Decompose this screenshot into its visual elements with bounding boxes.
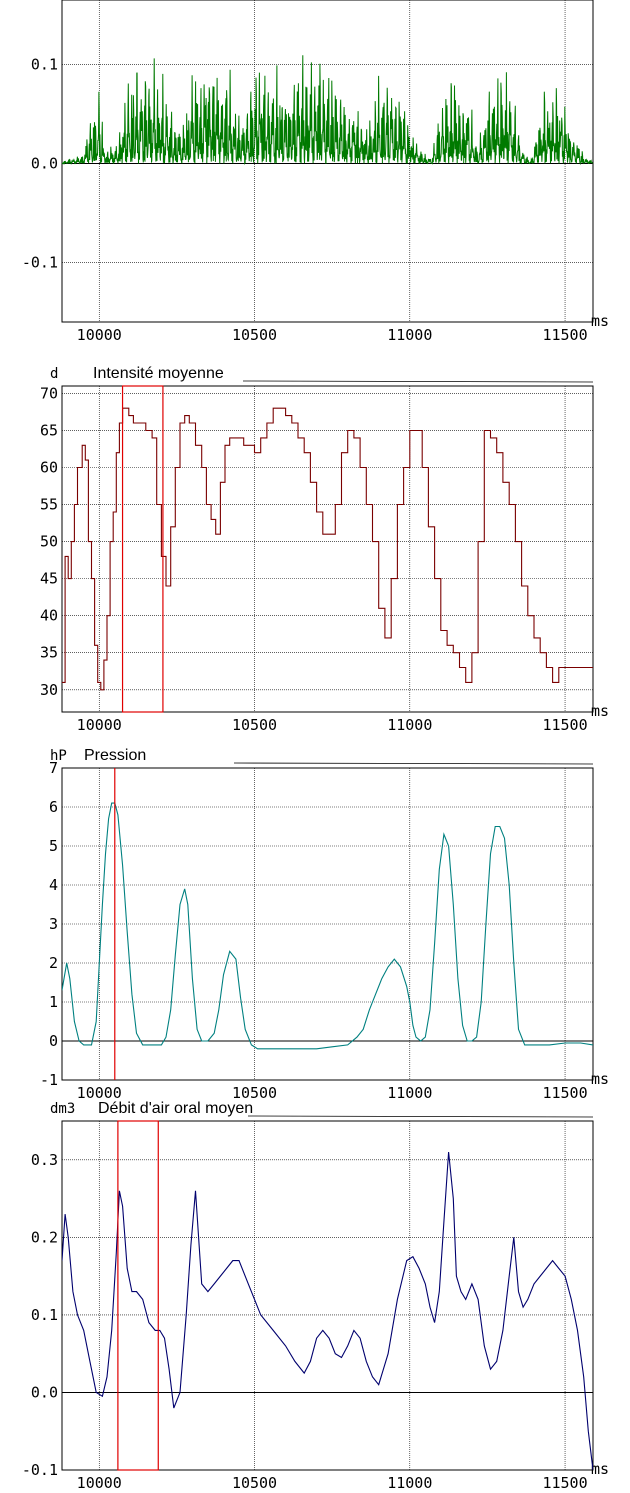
y-tick-label: 30 [40,681,58,699]
y-tick-label: -1 [40,1071,58,1089]
chart-title: Pression [84,747,146,764]
series-line [62,1151,593,1470]
x-tick-label: 11500 [542,1474,587,1492]
x-tick-label: 11500 [542,1084,587,1102]
y-tick-label: 50 [40,533,58,551]
x-axis-unit: ms [591,1070,609,1088]
x-tick-label: 10500 [232,1474,277,1492]
y-axis-unit: d [50,366,58,382]
y-tick-label: -0.1 [22,254,58,272]
y-tick-label: 55 [40,496,58,514]
y-tick-label: 70 [40,384,58,402]
y-tick-label: 1 [49,993,58,1011]
plot-area [62,55,593,166]
y-tick-label: 60 [40,459,58,477]
x-tick-label: 10000 [77,1084,122,1102]
y-tick-label: 45 [40,570,58,588]
x-tick-label: 10500 [232,1084,277,1102]
title-underline [242,380,594,383]
plot-frame [61,1120,594,1471]
y-tick-label: 3 [49,915,58,933]
series-line [62,802,593,1050]
x-tick-label: 10500 [232,716,277,734]
selection-box [117,1120,159,1471]
x-axis-unit: ms [591,702,609,720]
gridlines [62,386,593,712]
y-tick-label: 65 [40,421,58,439]
gridlines [62,767,593,1081]
plot-frame [61,767,594,1081]
chart-title: Intensité moyenne [93,365,224,382]
x-tick-label: 11500 [542,326,587,344]
x-tick-label: 11000 [387,716,432,734]
plot-area [62,1151,593,1470]
y-tick-label: 0.0 [31,154,58,172]
chart-title: Débit d'air oral moyen [98,1100,253,1117]
y-tick-label: 0.2 [31,1228,58,1246]
series-line [62,407,593,691]
title-underline [233,762,594,765]
y-axis-unit: hP [50,748,67,764]
waveform-line [62,55,593,166]
chart-panel-2: 70 65 60 55 50 45 40 35 30 10000 10500 11000 11500ms… [40,365,609,734]
plot-area [62,407,593,691]
y-tick-label: 0.3 [31,1151,58,1169]
y-tick-label: 5 [49,837,58,855]
y-tick-label: 35 [40,644,58,662]
x-tick-label: 11500 [542,716,587,734]
plot-area [62,802,593,1050]
y-tick-label: 7 [49,759,58,777]
y-tick-label: 6 [49,798,58,816]
y-tick-label: 0.1 [31,1306,58,1324]
y-tick-label: 0 [49,1032,58,1050]
x-tick-label: 10000 [77,326,122,344]
title-underline [247,1115,594,1118]
plot-frame [61,0,594,323]
x-tick-label: 10000 [77,1474,122,1492]
y-tick-label: 2 [49,954,58,972]
y-tick-label: 40 [40,607,58,625]
x-tick-label: 11000 [387,1474,432,1492]
x-axis-unit: ms [591,1460,609,1478]
y-tick-label: -0.1 [22,1461,58,1479]
gridlines [62,0,593,322]
x-tick-label: 11000 [387,1084,432,1102]
y-axis-unit: dm3 [50,1101,75,1117]
selection-box [121,385,164,713]
x-tick-label: 11000 [387,326,432,344]
y-tick-label: 0.0 [31,1383,58,1401]
plot-frame [61,385,594,713]
y-tick-label: 4 [49,876,58,894]
x-tick-label: 10000 [77,716,122,734]
x-axis-unit: ms [591,312,609,330]
x-tick-label: 10500 [232,326,277,344]
y-tick-label: 0.1 [31,55,58,73]
gridlines [62,1121,593,1471]
